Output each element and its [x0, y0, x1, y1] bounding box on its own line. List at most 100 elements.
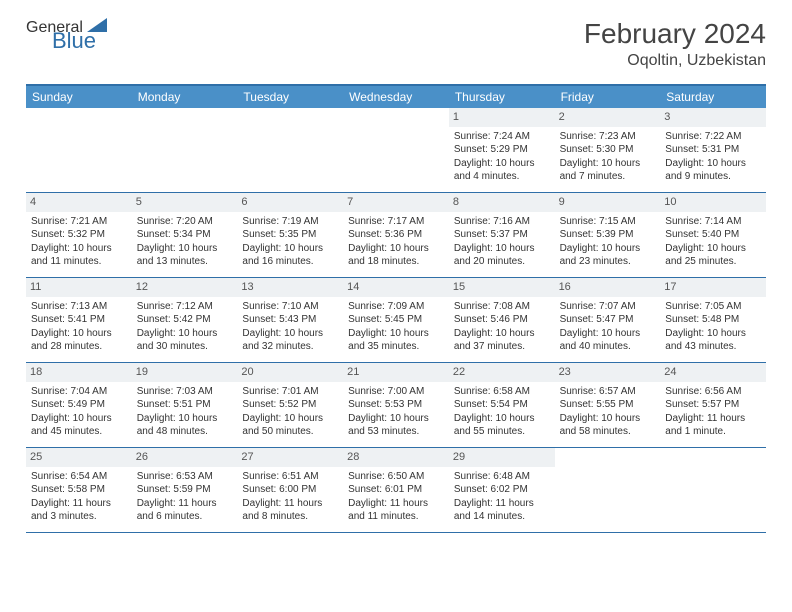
logo: General Blue: [26, 18, 107, 52]
day-number: 12: [132, 278, 238, 297]
calendar-day-cell: 21Sunrise: 7:00 AMSunset: 5:53 PMDayligh…: [343, 363, 449, 447]
day-number: 21: [343, 363, 449, 382]
day-number: 14: [343, 278, 449, 297]
day-info-line: Sunrise: 6:58 AM: [454, 385, 550, 399]
day-info-line: Sunrise: 7:15 AM: [560, 215, 656, 229]
day-number: 2: [555, 108, 661, 127]
calendar-day-cell: 20Sunrise: 7:01 AMSunset: 5:52 PMDayligh…: [237, 363, 343, 447]
day-info-line: Sunset: 6:02 PM: [454, 483, 550, 497]
calendar-header-row: SundayMondayTuesdayWednesdayThursdayFrid…: [26, 86, 766, 108]
calendar: SundayMondayTuesdayWednesdayThursdayFrid…: [26, 84, 766, 533]
day-info-line: Sunrise: 7:03 AM: [137, 385, 233, 399]
day-info-line: and 25 minutes.: [665, 255, 761, 269]
day-info-line: Daylight: 10 hours: [665, 157, 761, 171]
day-info-line: Sunrise: 7:04 AM: [31, 385, 127, 399]
calendar-day-cell: 2Sunrise: 7:23 AMSunset: 5:30 PMDaylight…: [555, 108, 661, 192]
day-info-line: Sunset: 5:43 PM: [242, 313, 338, 327]
weekday-header: Tuesday: [237, 86, 343, 108]
day-info-line: and 40 minutes.: [560, 340, 656, 354]
calendar-day-cell: 19Sunrise: 7:03 AMSunset: 5:51 PMDayligh…: [132, 363, 238, 447]
day-info-line: Daylight: 10 hours: [454, 327, 550, 341]
day-info-line: Daylight: 10 hours: [31, 412, 127, 426]
calendar-day-cell: [555, 448, 661, 532]
day-info-line: Sunrise: 7:10 AM: [242, 300, 338, 314]
calendar-day-cell: 3Sunrise: 7:22 AMSunset: 5:31 PMDaylight…: [660, 108, 766, 192]
day-info-line: Sunset: 5:53 PM: [348, 398, 444, 412]
day-info-line: and 6 minutes.: [137, 510, 233, 524]
day-info-line: Daylight: 10 hours: [560, 327, 656, 341]
month-title: February 2024: [584, 18, 766, 50]
calendar-day-cell: 25Sunrise: 6:54 AMSunset: 5:58 PMDayligh…: [26, 448, 132, 532]
day-info-line: and 11 minutes.: [31, 255, 127, 269]
calendar-day-cell: 29Sunrise: 6:48 AMSunset: 6:02 PMDayligh…: [449, 448, 555, 532]
logo-blue-text: Blue: [52, 30, 107, 52]
day-info-line: Daylight: 11 hours: [137, 497, 233, 511]
calendar-day-cell: 15Sunrise: 7:08 AMSunset: 5:46 PMDayligh…: [449, 278, 555, 362]
day-info-line: and 11 minutes.: [348, 510, 444, 524]
day-info-line: Daylight: 11 hours: [454, 497, 550, 511]
day-number: 5: [132, 193, 238, 212]
day-info-line: and 45 minutes.: [31, 425, 127, 439]
calendar-day-cell: 11Sunrise: 7:13 AMSunset: 5:41 PMDayligh…: [26, 278, 132, 362]
day-info-line: Daylight: 11 hours: [348, 497, 444, 511]
calendar-week-row: 4Sunrise: 7:21 AMSunset: 5:32 PMDaylight…: [26, 193, 766, 278]
day-info-line: Daylight: 10 hours: [137, 327, 233, 341]
weekday-header: Saturday: [660, 86, 766, 108]
day-info-line: Daylight: 10 hours: [348, 242, 444, 256]
location-subtitle: Oqoltin, Uzbekistan: [584, 52, 766, 70]
day-info-line: Sunrise: 6:50 AM: [348, 470, 444, 484]
day-info-line: Sunset: 5:57 PM: [665, 398, 761, 412]
day-info-line: and 37 minutes.: [454, 340, 550, 354]
day-number: 26: [132, 448, 238, 467]
day-number: 25: [26, 448, 132, 467]
day-number: 23: [555, 363, 661, 382]
day-info-line: Daylight: 11 hours: [665, 412, 761, 426]
day-info-line: Sunset: 5:48 PM: [665, 313, 761, 327]
day-info-line: Sunrise: 7:16 AM: [454, 215, 550, 229]
calendar-day-cell: 17Sunrise: 7:05 AMSunset: 5:48 PMDayligh…: [660, 278, 766, 362]
day-info-line: Sunrise: 7:20 AM: [137, 215, 233, 229]
day-info-line: Sunrise: 7:05 AM: [665, 300, 761, 314]
day-info-line: Sunset: 6:01 PM: [348, 483, 444, 497]
calendar-week-row: 25Sunrise: 6:54 AMSunset: 5:58 PMDayligh…: [26, 448, 766, 533]
day-info-line: and 50 minutes.: [242, 425, 338, 439]
day-info-line: Sunrise: 7:23 AM: [560, 130, 656, 144]
day-info-line: and 3 minutes.: [31, 510, 127, 524]
day-info-line: Daylight: 10 hours: [454, 412, 550, 426]
day-info-line: Sunset: 5:41 PM: [31, 313, 127, 327]
day-info-line: and 9 minutes.: [665, 170, 761, 184]
weekday-header: Monday: [132, 86, 238, 108]
day-info-line: and 13 minutes.: [137, 255, 233, 269]
calendar-day-cell: 14Sunrise: 7:09 AMSunset: 5:45 PMDayligh…: [343, 278, 449, 362]
day-info-line: Sunrise: 6:51 AM: [242, 470, 338, 484]
day-info-line: Sunset: 5:46 PM: [454, 313, 550, 327]
day-info-line: Sunset: 5:35 PM: [242, 228, 338, 242]
day-info-line: and 28 minutes.: [31, 340, 127, 354]
day-number: 16: [555, 278, 661, 297]
day-info-line: Sunset: 5:54 PM: [454, 398, 550, 412]
calendar-day-cell: 6Sunrise: 7:19 AMSunset: 5:35 PMDaylight…: [237, 193, 343, 277]
calendar-day-cell: [26, 108, 132, 192]
weekday-header: Thursday: [449, 86, 555, 108]
day-number: 6: [237, 193, 343, 212]
day-number: 18: [26, 363, 132, 382]
day-info-line: Sunset: 6:00 PM: [242, 483, 338, 497]
calendar-day-cell: 9Sunrise: 7:15 AMSunset: 5:39 PMDaylight…: [555, 193, 661, 277]
day-info-line: Sunset: 5:40 PM: [665, 228, 761, 242]
calendar-day-cell: 18Sunrise: 7:04 AMSunset: 5:49 PMDayligh…: [26, 363, 132, 447]
day-info-line: Daylight: 10 hours: [348, 327, 444, 341]
day-info-line: and 53 minutes.: [348, 425, 444, 439]
day-number: 3: [660, 108, 766, 127]
calendar-day-cell: [343, 108, 449, 192]
calendar-day-cell: 5Sunrise: 7:20 AMSunset: 5:34 PMDaylight…: [132, 193, 238, 277]
day-info-line: Sunset: 5:36 PM: [348, 228, 444, 242]
day-info-line: Daylight: 10 hours: [31, 242, 127, 256]
day-info-line: and 35 minutes.: [348, 340, 444, 354]
day-info-line: and 1 minute.: [665, 425, 761, 439]
calendar-day-cell: 23Sunrise: 6:57 AMSunset: 5:55 PMDayligh…: [555, 363, 661, 447]
day-info-line: and 43 minutes.: [665, 340, 761, 354]
day-info-line: Sunrise: 7:21 AM: [31, 215, 127, 229]
day-info-line: Sunset: 5:30 PM: [560, 143, 656, 157]
logo-text-wrap: General Blue: [26, 18, 107, 52]
day-number: 28: [343, 448, 449, 467]
